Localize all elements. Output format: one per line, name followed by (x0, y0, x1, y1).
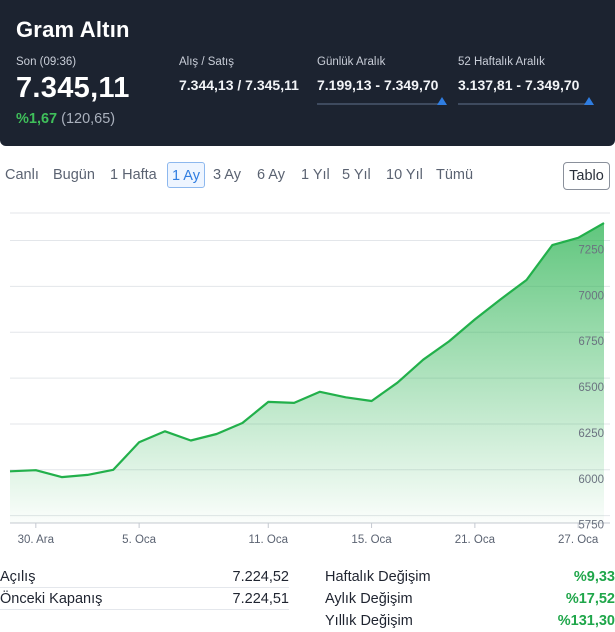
daily-range-value: 7.199,13 - 7.349,70 (317, 77, 438, 93)
stat-monthly-change: Aylık Değişim %17,52 (325, 588, 615, 610)
tab-5-years[interactable]: 5 Yıl (342, 162, 371, 188)
x-tick-label: 30. Ara (18, 534, 55, 546)
series-area-fill (10, 223, 604, 523)
stat-prev-close-value: 7.224,51 (233, 588, 289, 610)
y-tick-label: 6500 (578, 382, 604, 394)
x-tick-label: 15. Oca (351, 534, 392, 546)
stat-open-value: 7.224,52 (233, 566, 289, 588)
week52-range-marker (584, 97, 594, 105)
tab-live[interactable]: Canlı (5, 162, 39, 188)
x-tick-label: 21. Oca (455, 534, 496, 546)
y-tick-label: 7000 (578, 290, 604, 302)
change-absolute: (120,65) (61, 111, 115, 127)
stat-monthly-change-label: Aylık Değişim (325, 588, 413, 610)
y-tick-label: 5750 (578, 520, 604, 532)
tab-10-years[interactable]: 10 Yıl (386, 162, 423, 188)
last-price: 7.345,11 (16, 72, 130, 105)
tab-3-months[interactable]: 3 Ay (213, 162, 241, 188)
stat-open-label: Açılış (0, 566, 35, 588)
price-area-chart: 5750 6000 6250 6500 6750 7000 7250 30. Ara 5. O… (0, 205, 615, 555)
tab-today[interactable]: Bugün (53, 162, 95, 188)
x-tick-label: 11. Oca (249, 534, 289, 546)
stat-prev-close: Önceki Kapanış 7.224,51 (0, 588, 289, 610)
y-tick-label: 6000 (578, 474, 604, 486)
tab-all[interactable]: Tümü (436, 162, 473, 188)
stat-weekly-change: Haftalık Değişim %9,33 (325, 566, 615, 588)
y-tick-label: 6250 (578, 428, 604, 440)
y-tick-label: 6750 (578, 336, 604, 348)
x-tick-label: 27. Oca (558, 534, 599, 546)
stat-open: Açılış 7.224,52 (0, 566, 289, 588)
stat-weekly-change-label: Haftalık Değişim (325, 566, 431, 588)
daily-range-bar (317, 103, 446, 105)
week52-range-value: 3.137,81 - 7.349,70 (458, 77, 579, 93)
change-percent: %1,67 (16, 111, 57, 127)
stat-weekly-change-value: %9,33 (574, 566, 615, 588)
bid-ask-value: 7.344,13 / 7.345,11 (179, 77, 299, 93)
daily-range-marker (437, 97, 447, 105)
stat-monthly-change-value: %17,52 (566, 588, 615, 610)
y-tick-label: 7250 (578, 245, 604, 257)
period-tabs: Canlı Bugün 1 Hafta 1 Ay 3 Ay 6 Ay 1 Yıl… (0, 162, 615, 190)
daily-range-label: Günlük Aralık (317, 56, 385, 68)
stat-prev-close-label: Önceki Kapanış (0, 588, 102, 610)
x-tick-label: 5. Oca (122, 534, 156, 546)
tab-1-month[interactable]: 1 Ay (167, 162, 205, 188)
tab-1-week[interactable]: 1 Hafta (110, 162, 157, 188)
stat-yearly-change-value: %131,30 (558, 610, 615, 632)
tab-1-year[interactable]: 1 Yıl (301, 162, 330, 188)
stat-yearly-change: Yıllık Değişim %131,30 (325, 610, 615, 632)
stat-yearly-change-label: Yıllık Değişim (325, 610, 413, 632)
tab-6-months[interactable]: 6 Ay (257, 162, 285, 188)
last-price-label: Son (09:36) (16, 56, 76, 68)
week52-range-label: 52 Haftalık Aralık (458, 56, 545, 68)
table-view-button[interactable]: Tablo (563, 162, 610, 190)
instrument-title: Gram Altın (16, 17, 130, 43)
quote-header: Gram Altın Son (09:36) 7.345,11 %1,67(12… (0, 0, 615, 146)
price-change: %1,67(120,65) (16, 111, 115, 127)
bid-ask-label: Alış / Satış (179, 56, 234, 68)
week52-range-bar (458, 103, 590, 105)
